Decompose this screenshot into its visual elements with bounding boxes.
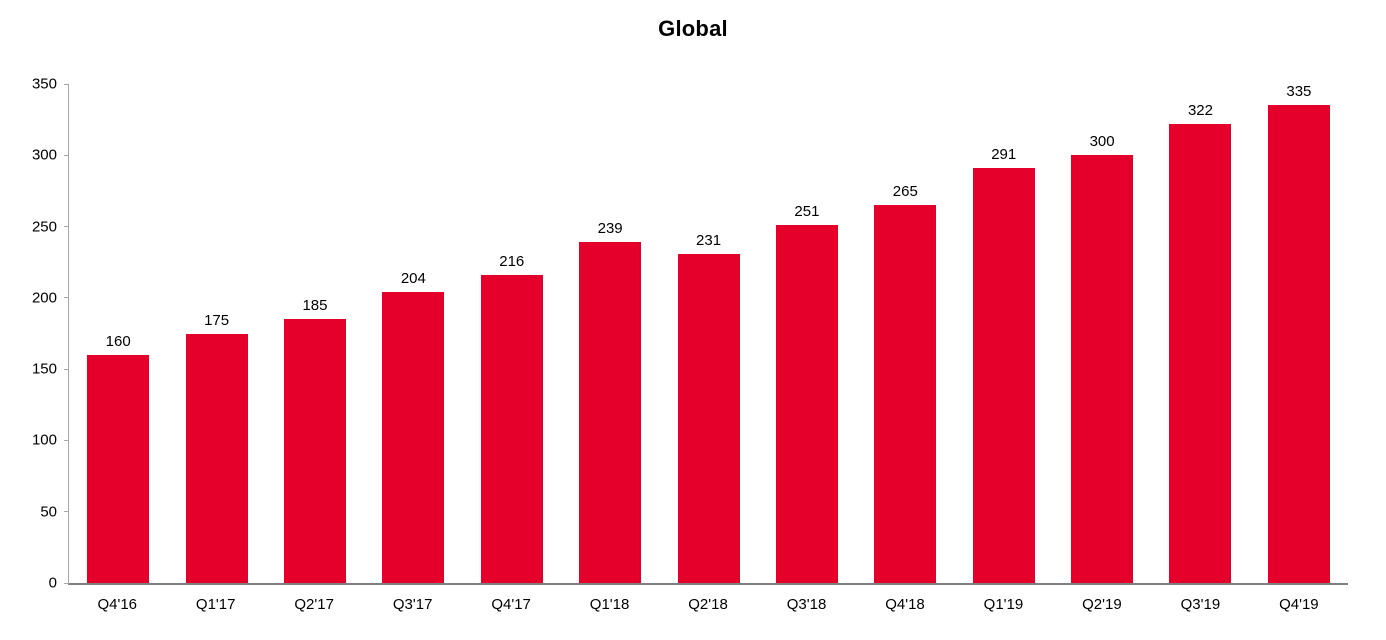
bar-group: 265 <box>856 84 954 583</box>
bar-value-label: 175 <box>204 311 230 329</box>
bar-group: 251 <box>758 84 856 583</box>
bar-series: 160 175 185 204 216 239 231 251 265 291 300 322 335 <box>69 84 1348 583</box>
bar <box>480 275 543 583</box>
bar-value-label: 231 <box>696 231 722 249</box>
x-tick-label: Q3'18 <box>786 596 827 613</box>
bar <box>185 333 248 583</box>
x-tick-label: Q2'17 <box>294 596 334 613</box>
x-axis: Q4'16 Q1'17 Q2'17 Q3'17 Q4'17 Q1'18 Q2'18 Q3'18… <box>68 596 1348 613</box>
bar-group: 160 <box>69 84 167 583</box>
x-tick-label: Q4'16 <box>97 596 138 613</box>
bar-group: 216 <box>463 84 561 583</box>
bar-group: 322 <box>1151 84 1249 583</box>
bar-value-label: 216 <box>499 253 525 271</box>
bar <box>1267 105 1330 583</box>
bar <box>87 354 150 583</box>
bar-value-label: 291 <box>991 146 1017 164</box>
x-tick-label: Q4'18 <box>885 596 925 613</box>
bar-value-label: 239 <box>597 220 623 238</box>
bar <box>1169 123 1232 583</box>
bar <box>677 253 740 583</box>
bar-value-label: 300 <box>1089 133 1115 151</box>
x-tick-label: Q2'18 <box>688 596 728 613</box>
y-tick-label: 200 <box>31 289 57 307</box>
bar-value-label: 185 <box>302 297 328 315</box>
bar-group: 204 <box>364 84 462 583</box>
plot-area: 0 50 100 150 200 250 300 350 160 175 185 204 216 239… <box>32 77 1348 591</box>
y-tick-label: 0 <box>48 574 57 592</box>
y-tick-label: 350 <box>31 75 57 93</box>
bar-group: 239 <box>561 84 659 583</box>
y-tick-label: 300 <box>31 146 57 164</box>
y-tick-label: 150 <box>31 360 57 378</box>
bar <box>972 168 1035 583</box>
bar <box>874 205 937 583</box>
x-tick-label: Q3'17 <box>392 596 433 613</box>
bar-group: 185 <box>266 84 364 583</box>
bar-value-label: 335 <box>1286 83 1312 101</box>
bar <box>1071 155 1134 583</box>
x-tick-label: Q1'19 <box>983 596 1024 613</box>
bar-group: 231 <box>659 84 757 583</box>
bar-value-label: 251 <box>794 203 820 221</box>
x-tick-label: Q2'19 <box>1082 596 1122 613</box>
bar <box>579 242 642 583</box>
y-tick-label: 250 <box>31 218 57 236</box>
y-tick-label: 100 <box>31 431 57 449</box>
bar <box>283 319 346 583</box>
x-tick-label: Q1'18 <box>589 596 630 613</box>
x-tick-label: Q4'17 <box>491 596 531 613</box>
bar-group: 175 <box>167 84 265 583</box>
bar-value-label: 204 <box>400 270 426 288</box>
x-tick-label: Q4'19 <box>1279 596 1319 613</box>
bar-value-label: 322 <box>1187 101 1213 119</box>
bar <box>775 225 838 583</box>
bar-group: 300 <box>1053 84 1151 583</box>
x-tick-label: Q3'19 <box>1180 596 1221 613</box>
bar-group: 335 <box>1250 84 1348 583</box>
bar-value-label: 160 <box>105 332 131 350</box>
x-tick-label: Q1'17 <box>195 596 236 613</box>
bar-group: 291 <box>955 84 1053 583</box>
bar-value-label: 265 <box>892 183 918 201</box>
chart-title: Global <box>658 16 728 41</box>
bar <box>382 292 445 583</box>
y-tick-label: 50 <box>40 503 57 521</box>
